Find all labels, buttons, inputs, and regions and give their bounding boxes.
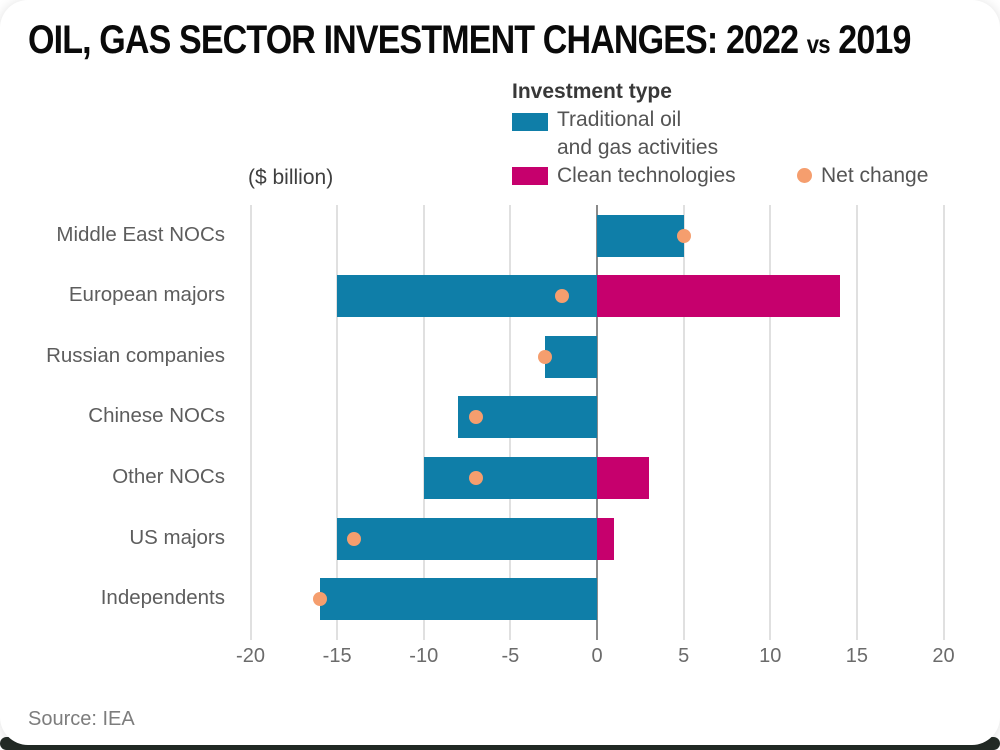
category-label: Independents [100, 586, 225, 610]
category-label: Russian companies [46, 343, 225, 367]
x-tick-label: -5 [501, 645, 520, 667]
net-change-dot [312, 592, 327, 607]
x-gridline [422, 205, 425, 640]
category-label: Chinese NOCs [88, 404, 225, 428]
x-gridline [249, 205, 252, 640]
clean-bar [597, 456, 649, 499]
legend-title: Investment type [512, 80, 672, 103]
x-gridline [855, 205, 858, 640]
x-gridline [942, 205, 945, 640]
chart-title-vs: vs [806, 29, 831, 59]
x-tick-label: 15 [845, 645, 868, 667]
legend-swatch-traditional [512, 113, 548, 131]
chart-title-year: 2019 [838, 18, 911, 62]
clean-bar [597, 275, 840, 318]
legend-label-traditional-line1: Traditional oil [557, 108, 682, 131]
net-change-dot [538, 349, 553, 364]
chart-title: OIL, GAS SECTOR INVESTMENT CHANGES: 2022… [28, 18, 911, 63]
traditional-bar [337, 517, 597, 560]
net-change-dot [555, 289, 570, 304]
traditional-bar [337, 275, 597, 318]
clean-bar [597, 517, 615, 560]
x-tick-label: 5 [678, 645, 690, 667]
source-note: Source: IEA [28, 708, 135, 730]
net-change-dot [468, 470, 483, 485]
legend-label-net-change: Net change [821, 164, 929, 187]
legend-dot-net-change [797, 168, 812, 183]
x-tick-label: 10 [759, 645, 782, 667]
traditional-bar [545, 335, 597, 378]
chart-title-main: OIL, GAS SECTOR INVESTMENT CHANGES: 2022 [28, 18, 799, 62]
legend-label-clean: Clean technologies [557, 164, 736, 187]
x-gridline [682, 205, 685, 640]
category-label: Other NOCs [112, 464, 225, 488]
category-label: US majors [129, 525, 225, 549]
net-change-dot [676, 228, 691, 243]
traditional-bar [423, 456, 597, 499]
category-label: European majors [68, 283, 225, 307]
x-tick-label: -20 [236, 645, 265, 667]
x-tick-label: 20 [932, 645, 955, 667]
axis-unit-label: ($ billion) [248, 166, 334, 189]
x-tick-label: 0 [591, 645, 603, 667]
x-tick-label: -10 [409, 645, 439, 667]
traditional-bar [319, 578, 597, 621]
traditional-bar [597, 214, 684, 257]
legend-swatch-clean [512, 167, 548, 185]
x-tick-label: -15 [322, 645, 352, 667]
x-gridline [336, 205, 339, 640]
legend-label-traditional-line2: and gas activities [557, 136, 719, 159]
net-change-dot [468, 410, 483, 425]
x-zero-line [596, 205, 598, 640]
net-change-dot [347, 531, 362, 546]
x-gridline [769, 205, 772, 640]
category-label: Middle East NOCs [56, 222, 225, 246]
